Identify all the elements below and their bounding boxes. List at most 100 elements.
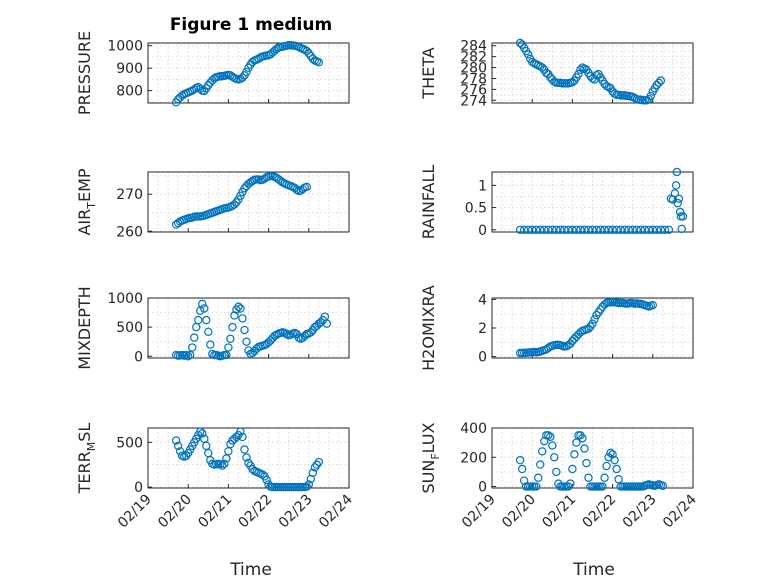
data-point	[190, 85, 199, 94]
data-point	[242, 337, 251, 346]
y-tick-label: 0	[134, 480, 143, 496]
data-point	[519, 225, 529, 234]
data-point	[538, 447, 547, 456]
data-point	[242, 67, 251, 76]
y-axis-label: MIXDEPTH	[75, 286, 94, 369]
axes-box	[147, 171, 350, 233]
data-point	[230, 311, 239, 320]
axes-box	[147, 42, 350, 104]
data-point	[588, 225, 597, 234]
subplot-sun-flux: 0 200 400 SUNFLUX 02/19 02/20 02/21 02/22 02/23 0…	[419, 421, 700, 531]
y-tick-label: 280	[460, 61, 487, 77]
y-tick-label: 500	[116, 435, 143, 451]
y-tick-label: 0.5	[465, 201, 487, 217]
subplot-rainfall: 0 0.5 1 RAINFALL	[419, 165, 694, 239]
data-point	[202, 441, 211, 451]
data-point	[186, 350, 195, 360]
y-tick-label: 900	[116, 61, 143, 77]
x-axis-label-right: Time	[572, 560, 615, 580]
data-point	[576, 65, 585, 74]
data-point	[620, 225, 629, 234]
x-tick-label: 02/19	[115, 492, 155, 532]
data-point	[677, 224, 686, 234]
data-point	[540, 436, 549, 446]
x-tick-label: 02/20	[155, 492, 195, 532]
data-point	[258, 470, 267, 479]
data-point	[532, 225, 541, 234]
data-series	[171, 299, 332, 361]
data-point	[556, 225, 565, 234]
data-point	[566, 479, 575, 488]
data-point	[544, 225, 553, 234]
data-series	[171, 427, 324, 492]
x-tick-label: 02/23	[620, 492, 660, 532]
data-point	[572, 438, 581, 447]
data-point	[202, 315, 211, 325]
y-tick-label: 1	[478, 178, 487, 194]
x-tick-label: 02/20	[499, 492, 539, 532]
data-point	[590, 315, 599, 324]
data-point	[236, 427, 245, 436]
data-point	[218, 461, 227, 470]
y-tick-label: 2	[478, 321, 487, 337]
data-point	[294, 333, 303, 342]
data-point	[664, 225, 674, 234]
data-point	[188, 343, 197, 352]
data-point	[220, 459, 229, 469]
data-point	[582, 458, 591, 468]
y-axis-label: H2OMIXRA	[419, 285, 438, 371]
data-point	[632, 225, 641, 234]
axes-box	[491, 427, 694, 489]
x-axis-label-left: Time	[229, 560, 272, 580]
data-point	[588, 319, 597, 328]
data-point	[228, 322, 237, 332]
x-tick-label: 02/21	[539, 492, 579, 532]
data-point	[572, 332, 581, 341]
subplot-air-temp: 260 270 AIRTEMP	[75, 168, 350, 240]
data-point	[584, 473, 593, 482]
data-point	[580, 225, 589, 234]
y-axis-label: PRESSURE	[75, 31, 94, 115]
data-point	[286, 330, 295, 339]
data-point	[550, 453, 559, 462]
data-point	[648, 225, 658, 234]
data-point	[576, 225, 585, 234]
data-point	[612, 464, 621, 474]
data-point	[636, 225, 645, 234]
data-point	[600, 473, 609, 482]
data-point	[183, 352, 193, 361]
data-point	[654, 78, 664, 88]
data-point	[302, 46, 311, 56]
data-point	[624, 225, 633, 234]
data-point	[568, 225, 577, 234]
data-point	[200, 304, 209, 313]
data-series	[171, 41, 324, 107]
data-point	[608, 450, 617, 459]
axes-box	[147, 297, 350, 359]
data-point	[640, 225, 649, 234]
y-tick-label: 0	[478, 223, 487, 239]
data-point	[244, 458, 253, 468]
y-tick-label: 0	[478, 480, 487, 496]
data-point	[171, 436, 181, 445]
data-point	[538, 63, 547, 72]
data-point	[570, 450, 579, 459]
axes-box	[491, 42, 694, 104]
subplot-h2omixra: 0 2 4 H2OMIXRA	[419, 285, 694, 371]
data-point	[578, 434, 587, 443]
x-tick-label: 02/22	[580, 492, 620, 532]
data-point	[675, 207, 685, 217]
y-tick-label: 276	[460, 82, 487, 98]
data-point	[584, 324, 593, 333]
axes-box	[147, 427, 350, 489]
data-point	[671, 181, 681, 190]
data-point	[194, 315, 203, 325]
y-tick-label: 200	[460, 450, 487, 466]
x-tick-label: 02/19	[459, 492, 499, 532]
y-tick-label: 260	[116, 224, 143, 240]
figure-title: Figure 1 medium	[170, 15, 332, 35]
y-tick-label: 270	[116, 187, 143, 203]
data-point	[568, 78, 577, 87]
